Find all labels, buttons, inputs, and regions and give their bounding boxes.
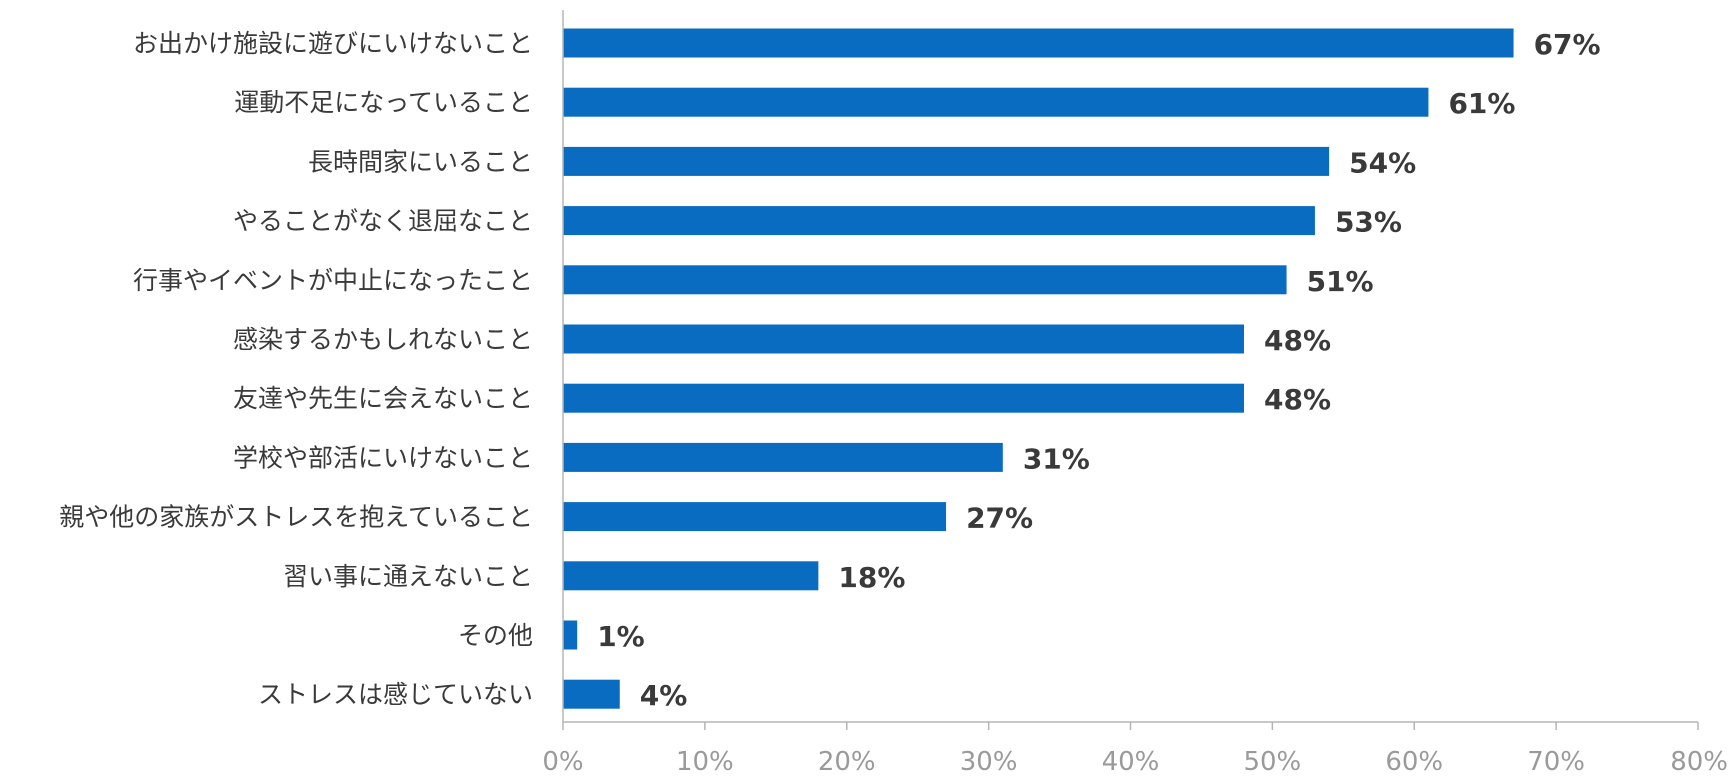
x-tick-label: 10% xyxy=(676,747,734,777)
x-ticks-group: 0% 10% 20% 30% 40% 50% 60% 70% 80% xyxy=(542,722,1728,777)
axes-group xyxy=(562,10,1698,723)
bar xyxy=(563,561,819,591)
bar xyxy=(563,146,1330,176)
category-labels-group: お出かけ施設に遊びにいけないこと運動不足になっていること長時間家にいることやるこ… xyxy=(59,29,533,709)
category-label: 親や他の家族がストレスを抱えていること xyxy=(59,503,533,532)
category-label: ストレスは感じていない xyxy=(258,680,533,709)
bar xyxy=(563,28,1514,58)
value-label: 51% xyxy=(1307,265,1374,298)
value-label: 1% xyxy=(597,620,645,653)
value-label: 54% xyxy=(1349,146,1416,179)
category-label: 運動不足になっていること xyxy=(234,88,533,117)
value-label: 67% xyxy=(1534,28,1601,61)
category-label: その他 xyxy=(458,621,533,650)
value-label: 61% xyxy=(1448,87,1515,120)
category-label: お出かけ施設に遊びにいけないこと xyxy=(133,29,533,58)
x-tick-label: 80% xyxy=(1670,747,1728,777)
category-label: 友達や先生に会えないこと xyxy=(233,384,533,413)
bar xyxy=(563,679,620,709)
category-label: 長時間家にいること xyxy=(308,147,533,176)
bar xyxy=(563,87,1429,117)
x-tick-label: 0% xyxy=(542,747,583,777)
bars-group xyxy=(563,28,1514,709)
bar xyxy=(563,442,1003,472)
value-labels-group: 67% 61% 54% 53% 51% 48% 48% 31% 27% 18% 1% 4% xyxy=(597,28,1600,712)
x-tick-label: 50% xyxy=(1243,747,1301,777)
bar xyxy=(563,383,1244,413)
category-label: 習い事に通えないこと xyxy=(283,562,533,591)
value-label: 31% xyxy=(1023,442,1090,475)
category-label: 行事やイベントが中止になったこと xyxy=(133,266,533,295)
value-label: 53% xyxy=(1335,206,1402,239)
bar xyxy=(563,620,578,650)
value-label: 48% xyxy=(1264,324,1331,357)
category-label: 感染するかもしれないこと xyxy=(233,325,533,354)
x-tick-label: 40% xyxy=(1102,747,1160,777)
bar xyxy=(563,502,947,532)
bar xyxy=(563,265,1287,295)
value-label: 48% xyxy=(1264,383,1331,416)
category-label: やることがなく退屈なこと xyxy=(233,207,533,236)
bar xyxy=(563,324,1244,354)
x-tick-label: 60% xyxy=(1385,747,1443,777)
value-label: 18% xyxy=(838,561,905,594)
x-tick-label: 70% xyxy=(1527,747,1585,777)
category-label: 学校や部活にいけないこと xyxy=(233,443,533,472)
x-tick-label: 30% xyxy=(960,747,1018,777)
x-tick-label: 20% xyxy=(818,747,876,777)
value-label: 27% xyxy=(966,502,1033,535)
value-label: 4% xyxy=(640,679,688,712)
bar xyxy=(563,206,1315,236)
